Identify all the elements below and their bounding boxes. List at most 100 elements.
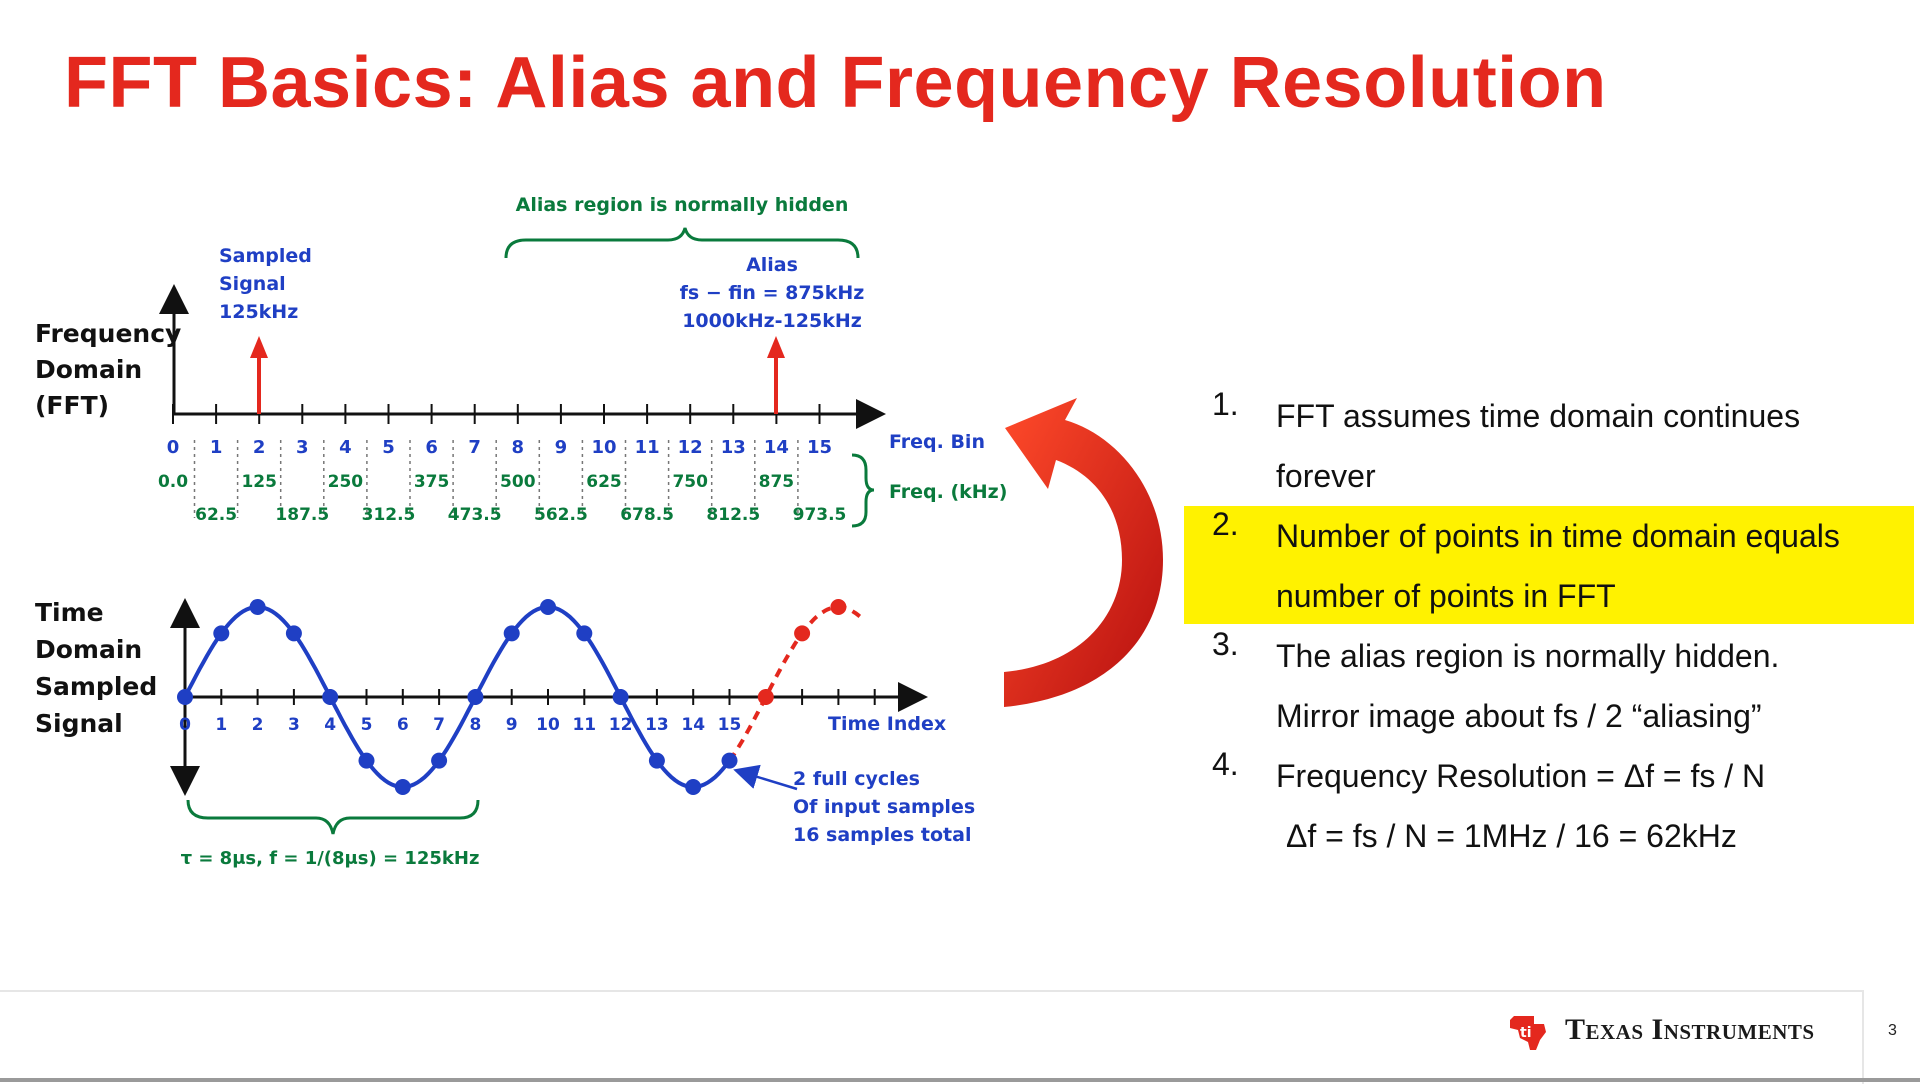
sample-point — [322, 689, 339, 705]
repeat-sample-point — [757, 689, 774, 705]
sample-point — [213, 625, 230, 642]
sampled-label-line: Signal — [219, 273, 286, 295]
sample-point — [358, 752, 375, 769]
texas-instruments-logo-icon: ti — [1510, 1016, 1546, 1050]
time-index-label: 14 — [681, 715, 705, 735]
bullet-line: Mirror image about fs / 2 “aliasing” — [1276, 698, 1762, 734]
time-index-label: 12 — [609, 715, 633, 735]
page-number: 3 — [1888, 1022, 1897, 1039]
time-index-label: 1 — [215, 715, 227, 735]
sample-point — [576, 625, 593, 642]
time-axis-label-line: Domain — [35, 635, 142, 664]
freq-khz-axis-label: Freq. (kHz) — [889, 481, 1007, 503]
freq-khz-label: 750 — [672, 472, 708, 492]
time-index-label: 0 — [179, 715, 191, 735]
freq-bin-label: 0 — [167, 437, 180, 458]
wrap-around-arrow — [1004, 398, 1163, 707]
time-index-label: 15 — [718, 715, 742, 735]
freq-bin-label: 8 — [512, 437, 525, 458]
alias-region-brace — [504, 227, 860, 259]
freq-bin-label: 4 — [339, 437, 352, 458]
time-axis-label-line: Time — [35, 598, 104, 627]
freq-khz-row1: 0.0 125 250 375 500 625 750 875 — [158, 472, 794, 492]
bullet-line: number of points in FFT — [1276, 578, 1616, 614]
alias-spike — [767, 336, 785, 414]
slide-title: FFT Basics: Alias and Frequency Resoluti… — [64, 43, 1607, 123]
bullet-line: Number of points in time domain equals — [1276, 518, 1840, 554]
bullet-number: 3. — [1212, 626, 1239, 662]
sample-point — [648, 752, 665, 769]
freq-bin-label: 1 — [210, 437, 223, 458]
time-index-label: 13 — [645, 715, 669, 735]
bullet-line: FFT assumes time domain continues — [1276, 398, 1801, 434]
time-index-label: 8 — [469, 715, 481, 735]
cycles-note-line: 16 samples total — [793, 824, 971, 846]
repeat-sample-point — [794, 625, 811, 642]
freq-khz-label: 875 — [759, 472, 795, 492]
sample-point — [177, 689, 193, 705]
freq-bin-label: 7 — [468, 437, 481, 458]
bullet-item: 4. Frequency Resolution = Δf = fs / N Δf… — [1212, 746, 1882, 866]
time-axis-label-line: Signal — [35, 709, 123, 738]
freq-khz-label: 187.5 — [275, 505, 329, 525]
cycles-note-arrow — [733, 764, 798, 791]
time-index-label: 5 — [361, 715, 373, 735]
repeat-sample-point — [830, 599, 847, 615]
sampled-label-line: 125kHz — [219, 301, 298, 323]
footer — [0, 990, 1864, 1084]
time-index-labels: 0 1 2 3 4 5 6 7 8 9 10 11 12 13 14 15 — [179, 715, 741, 735]
freq-khz-label: 973.5 — [793, 505, 847, 525]
freq-bin-label: 12 — [678, 437, 703, 458]
time-axis-label-line: Sampled — [35, 672, 157, 701]
bullet-line: Δf = fs / N = 1MHz / 16 = 62kHz — [1286, 818, 1737, 854]
freq-bin-axis-label: Freq. Bin — [889, 431, 985, 453]
time-index-label: 7 — [433, 715, 445, 735]
freq-ticks — [172, 404, 821, 518]
company-name: Texas Instruments — [1565, 1013, 1815, 1046]
sample-point — [249, 599, 266, 615]
freq-khz-label: 625 — [586, 472, 622, 492]
sampled-sine-wave — [183, 604, 732, 790]
time-index-label: 11 — [572, 715, 596, 735]
period-note: τ = 8μs, f = 1/(8μs) = 125kHz — [181, 848, 480, 869]
alias-region-label: Alias region is normally hidden — [516, 194, 849, 216]
freq-axis-brace — [851, 453, 875, 528]
freq-bin-label: 13 — [721, 437, 746, 458]
sample-points — [177, 599, 847, 795]
time-axis-label: Time Domain Sampled Signal — [35, 598, 157, 738]
sample-point — [467, 689, 484, 705]
cycles-note-line: 2 full cycles — [793, 768, 920, 790]
time-index-label: 6 — [397, 715, 409, 735]
freq-bin-label: 6 — [425, 437, 438, 458]
freq-bin-label: 9 — [555, 437, 568, 458]
freq-bin-label: 3 — [296, 437, 309, 458]
freq-bin-label: 15 — [807, 437, 832, 458]
bullet-line: The alias region is normally hidden. — [1276, 638, 1780, 674]
freq-khz-label: 678.5 — [620, 505, 674, 525]
bullet-number: 2. — [1212, 506, 1239, 542]
freq-khz-label: 312.5 — [362, 505, 416, 525]
sample-point — [721, 752, 738, 769]
freq-khz-label: 125 — [241, 472, 277, 492]
bullet-line: Frequency Resolution = Δf = fs / N — [1276, 758, 1766, 794]
freq-axis-label: Frequency Domain (FFT) — [35, 319, 181, 420]
freq-bin-label: 5 — [382, 437, 395, 458]
sample-point — [285, 625, 302, 642]
freq-axis-label-line: Frequency — [35, 319, 181, 348]
sample-point — [685, 779, 702, 795]
freq-bin-label: 11 — [635, 437, 660, 458]
bullet-item-highlighted: 2. Number of points in time domain equal… — [1184, 506, 1914, 626]
sample-point — [503, 625, 520, 642]
cycles-note-line: Of input samples — [793, 796, 975, 818]
freq-khz-label: 0.0 — [158, 472, 188, 492]
time-index-label: 4 — [324, 715, 336, 735]
sampled-label-line: Sampled — [219, 245, 312, 267]
fft-diagram: Frequency Domain (FFT) 0 1 2 3 4 5 6 7 8 9 10 11 12 1… — [35, 194, 1163, 869]
bullet-item: 1. FFT assumes time domain continues for… — [1212, 386, 1882, 506]
bullet-number: 4. — [1212, 746, 1239, 782]
time-index-label: 10 — [536, 715, 560, 735]
bottom-rule — [0, 1078, 1920, 1082]
sampled-spike — [250, 336, 268, 414]
bullet-line: forever — [1276, 458, 1376, 494]
